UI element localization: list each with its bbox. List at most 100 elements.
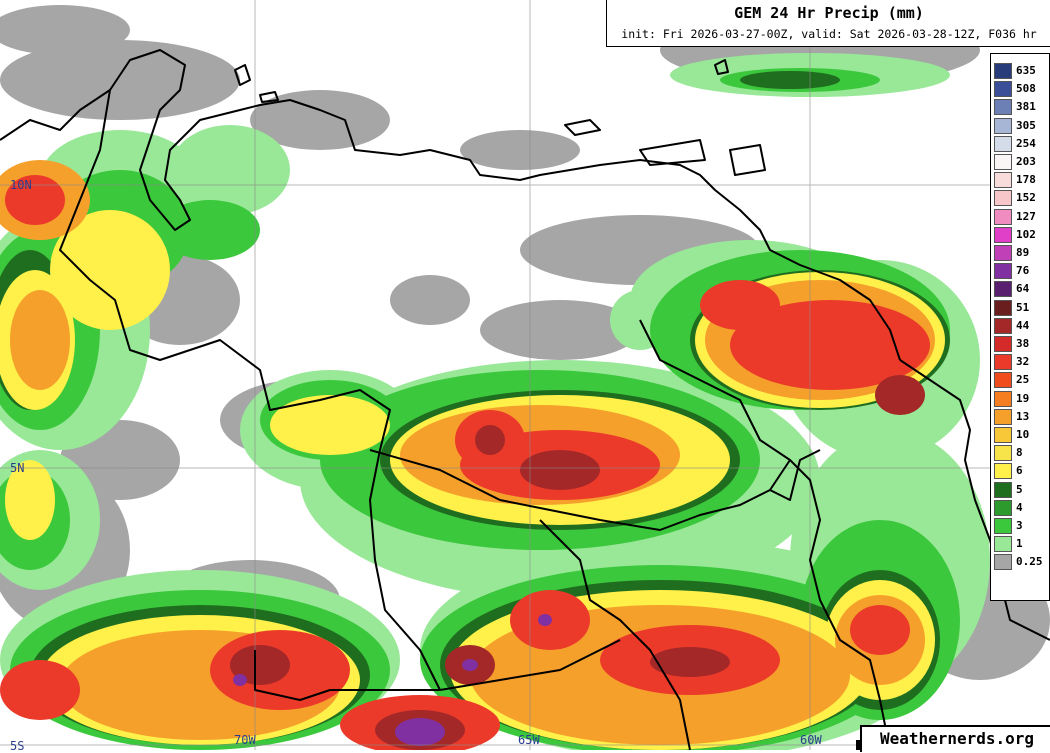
lat-label-5s: 5S (10, 739, 25, 753)
legend-label: 51 (1016, 300, 1030, 314)
legend-item: 203 (991, 153, 1049, 171)
legend-swatch (994, 154, 1012, 170)
legend-swatch (994, 99, 1012, 116)
legend-label: 89 (1016, 246, 1030, 259)
legend-item: 13 (991, 408, 1049, 426)
legend-item: 8 (991, 444, 1049, 462)
legend-swatch (994, 190, 1012, 207)
precip-red-layer (0, 175, 930, 750)
legend-label: 178 (1016, 173, 1036, 187)
legend-label: 25 (1016, 373, 1030, 387)
legend-item: 1 (991, 535, 1049, 553)
legend-swatch (994, 226, 1012, 243)
legend-label: 10 (1016, 428, 1030, 441)
legend-item: 178 (991, 171, 1049, 189)
legend-item: 6 (991, 462, 1049, 480)
lat-label-5n: 5N (10, 461, 25, 475)
legend-label: 64 (1016, 282, 1030, 296)
legend-label: 203 (1016, 155, 1036, 168)
legend-swatch (994, 263, 1012, 280)
credit-tick (856, 740, 860, 750)
legend-item: 305 (991, 117, 1049, 135)
legend-swatch (994, 518, 1012, 534)
precip-purple-layer (233, 614, 552, 746)
legend-item: 76 (991, 262, 1049, 280)
legend-item: 381 (991, 98, 1049, 116)
legend-item: 508 (991, 80, 1049, 98)
title-box: GEM 24 Hr Precip (mm) init: Fri 2026-03-… (606, 0, 1050, 47)
legend-item: 44 (991, 317, 1049, 335)
legend-item: 51 (991, 299, 1049, 317)
legend-swatch (994, 354, 1012, 371)
legend-swatch (994, 117, 1012, 134)
legend-label: 8 (1016, 446, 1023, 460)
legend-swatch (994, 445, 1012, 462)
legend-item: 19 (991, 390, 1049, 408)
lon-label-70w: 70W (234, 733, 256, 747)
legend-item: 0.25 (991, 553, 1049, 571)
legend-label: 44 (1016, 318, 1030, 332)
legend-item: 635 (991, 62, 1049, 80)
legend-swatch (994, 372, 1012, 389)
legend-swatch (994, 463, 1012, 480)
legend-label: 102 (1016, 227, 1036, 241)
legend-label: 0.25 (1016, 555, 1043, 569)
legend-swatch (994, 208, 1012, 225)
legend-label: 32 (1016, 355, 1030, 369)
legend-label: 127 (1016, 209, 1036, 223)
legend-item: 38 (991, 335, 1049, 353)
legend-item: 4 (991, 499, 1049, 517)
legend-swatch (994, 427, 1012, 443)
color-legend: 635 508 381 305 254 203 178 152 127 102 89 76 64 51 44… (990, 53, 1050, 601)
legend-label: 305 (1016, 118, 1036, 132)
legend-swatch (994, 299, 1012, 316)
legend-item: 25 (991, 371, 1049, 389)
legend-item: 152 (991, 189, 1049, 207)
legend-swatch (994, 481, 1012, 498)
legend-swatch (994, 317, 1012, 334)
legend-label: 5 (1016, 482, 1023, 496)
legend-item: 89 (991, 244, 1049, 262)
legend-item: 102 (991, 226, 1049, 244)
legend-label: 38 (1016, 337, 1030, 350)
legend-label: 13 (1016, 409, 1030, 423)
legend-label: 3 (1016, 519, 1023, 532)
legend-item: 127 (991, 208, 1049, 226)
legend-label: 508 (1016, 82, 1036, 96)
lat-label-10n: 10N (10, 178, 32, 192)
legend-swatch (994, 281, 1012, 298)
legend-swatch (994, 135, 1012, 152)
legend-swatch (994, 554, 1012, 571)
legend-label: 152 (1016, 191, 1036, 205)
legend-item: 10 (991, 426, 1049, 444)
legend-item: 64 (991, 280, 1049, 298)
legend-label: 1 (1016, 537, 1023, 551)
legend-swatch (994, 81, 1012, 98)
legend-swatch (994, 408, 1012, 425)
legend-swatch (994, 63, 1012, 79)
map-title: GEM 24 Hr Precip (mm) (734, 4, 924, 22)
legend-swatch (994, 336, 1012, 352)
legend-label: 76 (1016, 264, 1030, 278)
legend-item: 3 (991, 517, 1049, 535)
legend-label: 635 (1016, 64, 1036, 77)
legend-label: 254 (1016, 136, 1036, 150)
legend-swatch (994, 245, 1012, 261)
legend-swatch (994, 172, 1012, 189)
legend-label: 19 (1016, 391, 1030, 405)
legend-label: 381 (1016, 100, 1036, 114)
legend-item: 5 (991, 481, 1049, 499)
legend-label: 4 (1016, 500, 1023, 514)
country-borders (59, 89, 891, 750)
map-subtitle: init: Fri 2026-03-27-00Z, valid: Sat 202… (621, 27, 1037, 41)
credit-watermark: Weathernerds.org (860, 725, 1050, 752)
lon-label-65w: 65W (518, 733, 540, 747)
legend-swatch (994, 390, 1012, 407)
legend-swatch (994, 536, 1012, 553)
legend-item: 32 (991, 353, 1049, 371)
lon-label-60w: 60W (800, 733, 822, 747)
legend-swatch (994, 499, 1012, 516)
legend-label: 6 (1016, 464, 1023, 478)
legend-item: 254 (991, 135, 1049, 153)
